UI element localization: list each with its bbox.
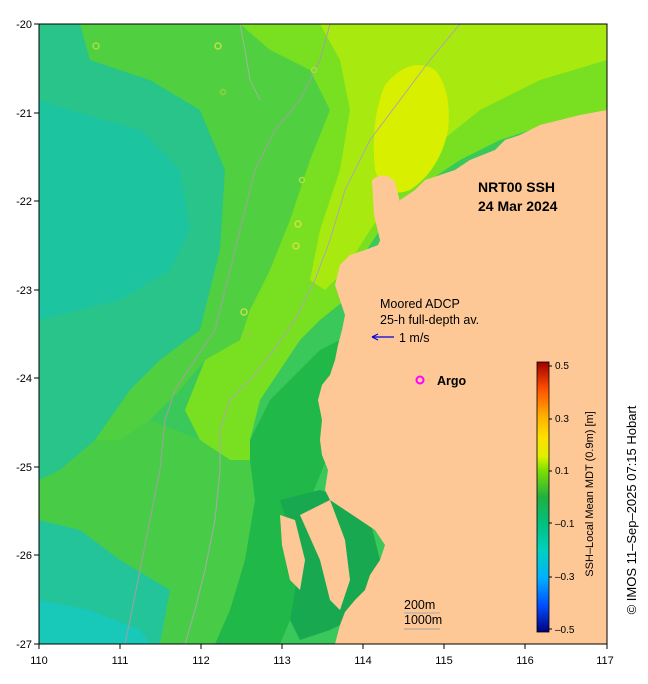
argo-label: Argo [437,374,467,388]
x-tick-label: 114 [354,655,372,667]
velocity-arrow-icon [371,333,394,341]
colorbar-tick: –0.1 [555,519,575,530]
colorbar-tick: 0.1 [555,466,569,477]
x-tick-label: 111 [112,655,129,667]
colorbar-tick: 0.5 [555,361,569,372]
colorbar-label: SSH–Local Mean MDT (0.9m) [m] [584,411,596,576]
y-tick-label: -25 [16,462,32,474]
y-axis: -20 -21 -22 -23 -24 -25 -26 -27 [16,19,39,651]
plot-frame [38,23,608,645]
adcp-label-line1: Moored ADCP [380,297,460,311]
y-tick-label: -24 [16,373,32,385]
x-tick-label: 113 [273,655,291,667]
y-tick-label: -21 [16,108,32,120]
x-tick-label: 116 [516,655,534,667]
map-title-line2: 24 Mar 2024 [478,198,558,214]
isobath-200m [184,24,461,644]
argo-marker-icon [415,375,425,385]
x-tick-label: 117 [596,655,614,667]
x-axis: 110 111 112 113 114 115 116 117 [30,644,614,667]
isobath-label-200m: 200m [404,598,435,612]
isobath-1000m [124,24,331,644]
ssh-field [39,24,607,644]
y-tick-label: -22 [16,196,32,208]
adcp-label-line2: 25-h full-depth av. [380,313,479,327]
colorbar-tick: –0.5 [555,625,575,636]
colorbar-tick: –0.3 [555,572,575,583]
x-tick-label: 115 [435,655,453,667]
x-tick-label: 112 [192,655,210,667]
credit-text: © IMOS 11–Sep–2025 07:15 Hobart [624,405,639,614]
y-tick-label: -23 [16,285,32,297]
y-tick-label: -27 [16,639,32,651]
map-title-line1: NRT00 SSH [478,179,555,195]
y-tick-label: -20 [16,19,32,31]
x-tick-label: 110 [30,655,48,667]
velocity-scale-label: 1 m/s [399,331,430,345]
colorbar: 0.5 0.3 0.1 –0.1 –0.3 –0.5 SSH–Local Mea… [536,361,596,636]
colorbar-tick: 0.3 [555,414,569,425]
isobath-label-1000m: 1000m [404,613,442,627]
y-tick-label: -26 [16,550,32,562]
